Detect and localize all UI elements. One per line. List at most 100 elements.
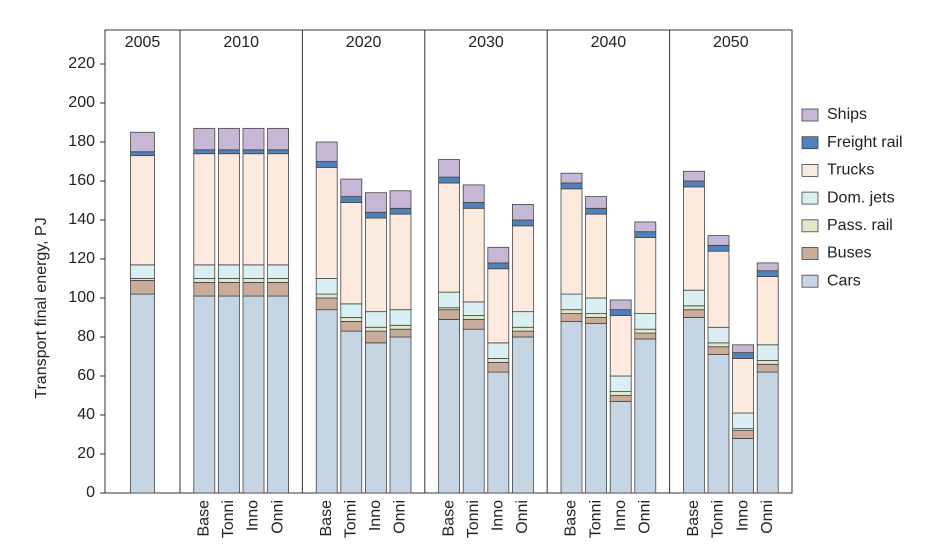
bar-segment: [340, 196, 363, 203]
bar-segment: [609, 299, 632, 311]
bar-segment: [389, 324, 412, 330]
x-tick-label: Inno: [612, 500, 629, 531]
bar-segment: [560, 320, 583, 494]
bar-segment: [438, 309, 461, 320]
bar-segment: [585, 297, 607, 315]
bar-segment: [242, 127, 265, 151]
x-tick-label: Inno: [367, 500, 384, 531]
bar-segment: [389, 213, 412, 311]
bar-segment: [315, 141, 338, 162]
bar-segment: [364, 211, 387, 219]
bar-segment: [683, 186, 705, 291]
bar-segment: [585, 322, 607, 494]
bar-segment: [193, 281, 216, 297]
bar-segment: [462, 301, 485, 316]
bar-segment: [315, 278, 338, 295]
bar-segment: [732, 352, 754, 359]
bar-segment: [364, 330, 387, 344]
y-tick-label: 60: [77, 367, 95, 384]
bar-segment: [512, 203, 534, 221]
bar-segment: [364, 217, 387, 313]
bar-segment: [340, 317, 363, 322]
bar-segment: [315, 166, 338, 279]
y-tick-label: 160: [68, 172, 95, 189]
bar-segment: [487, 262, 510, 270]
bar-segment: [756, 276, 779, 346]
bar-segment: [340, 303, 363, 318]
x-tick-label: Tonni: [465, 500, 482, 538]
bar-segment: [340, 320, 363, 332]
bar-segment: [462, 315, 485, 320]
bar-segment: [512, 330, 534, 338]
y-tick-label: 20: [77, 445, 95, 462]
bar-segment: [242, 264, 265, 279]
bar-segment: [438, 159, 461, 178]
bar-segment: [462, 207, 485, 303]
bar-segment: [389, 336, 412, 494]
legend-swatch: [801, 247, 819, 260]
bar-segment: [634, 313, 657, 330]
bar-segment: [487, 246, 510, 264]
bar-segment: [756, 359, 779, 365]
bar-segment: [634, 237, 657, 315]
bar-segment: [756, 262, 779, 272]
bar-segment: [585, 317, 607, 324]
bar-segment: [683, 289, 705, 307]
bar-segment: [462, 202, 485, 209]
bar-segment: [683, 317, 705, 494]
bar-segment: [585, 207, 607, 215]
x-tick-label: Base: [318, 500, 335, 537]
group-label: 2005: [125, 34, 161, 51]
bar-segment: [634, 231, 657, 238]
bar-segment: [732, 344, 754, 353]
bar-segment: [364, 342, 387, 494]
x-tick-label: Inno: [490, 500, 507, 531]
bar-segment: [634, 328, 657, 334]
bar-segment: [707, 346, 730, 355]
bar-segment: [487, 371, 510, 494]
bar-segment: [756, 344, 779, 361]
bar-segment: [487, 358, 510, 363]
legend-label: Trucks: [827, 162, 874, 179]
bar-segment: [267, 149, 290, 155]
bar-segment: [340, 178, 363, 198]
group-label: 2040: [591, 34, 627, 51]
bar-segment: [267, 295, 290, 494]
bar-segment: [438, 319, 461, 494]
legend-label: Freight rail: [827, 134, 903, 151]
legend-label: Ships: [827, 106, 867, 123]
x-tick-label: Base: [440, 500, 457, 537]
group-label: 2030: [468, 34, 504, 51]
bar-segment: [438, 176, 461, 184]
legend-label: Dom. jets: [827, 189, 895, 206]
bar-segment: [732, 412, 754, 430]
bar-segment: [130, 151, 155, 157]
bar-segment: [340, 330, 363, 494]
bar-segment: [242, 278, 265, 283]
legend-swatch: [801, 274, 819, 288]
bar-segment: [389, 190, 412, 209]
bar-segment: [683, 170, 705, 182]
legend-swatch: [801, 163, 819, 177]
x-tick-label: Tonni: [710, 500, 727, 538]
y-tick-label: 40: [77, 406, 95, 423]
bar-segment: [242, 295, 265, 494]
bar-segment: [732, 437, 754, 494]
bar-segment: [193, 127, 216, 151]
x-tick-label: Tonni: [587, 500, 604, 538]
bar-segment: [340, 202, 363, 305]
bar-segment: [217, 127, 240, 151]
y-tick-label: 140: [68, 211, 95, 228]
bar-segment: [683, 180, 705, 188]
bar-segment: [364, 326, 387, 332]
bar-segment: [487, 342, 510, 359]
bar-segment: [217, 278, 240, 283]
bar-segment: [707, 235, 730, 246]
bar-segment: [512, 225, 534, 313]
bar-segment: [438, 291, 461, 309]
bar-segment: [609, 395, 632, 402]
bar-segment: [364, 192, 387, 213]
x-tick-label: Inno: [245, 500, 262, 531]
bar-segment: [634, 221, 657, 233]
x-tick-label: Onni: [759, 500, 776, 534]
